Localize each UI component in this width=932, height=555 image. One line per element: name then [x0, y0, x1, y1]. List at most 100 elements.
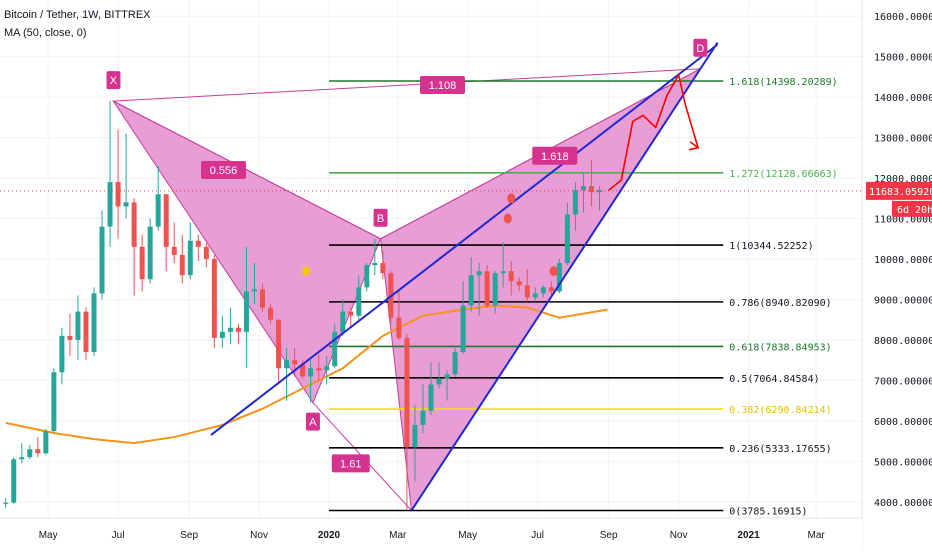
- candle-body: [412, 424, 418, 448]
- candle-body: [308, 368, 314, 377]
- marker-dot: [549, 266, 558, 277]
- time-tick-label: Sep: [600, 530, 618, 541]
- pattern-leg: [113, 100, 381, 240]
- candle-body: [580, 186, 586, 191]
- candle-body: [484, 271, 490, 306]
- fib-level-label: 0.786(8940.82090): [729, 298, 831, 309]
- candle-body: [420, 410, 426, 425]
- candle-body: [356, 287, 362, 316]
- candle-body: [300, 364, 306, 377]
- ratio-label: 0.556: [210, 165, 238, 177]
- candle-body: [588, 186, 594, 193]
- candle-body: [219, 331, 225, 338]
- fib-level-label: 0(3785.16915): [729, 507, 807, 518]
- candle-body: [83, 311, 89, 353]
- candle-body: [436, 378, 442, 385]
- symbol-header: Bitcoin / Tether, 1W, BITTREX: [4, 9, 151, 21]
- candle-body: [59, 335, 65, 373]
- candle-body: [91, 293, 97, 353]
- ma-line: [5, 304, 608, 445]
- last-price-label: 11683.05920: [869, 187, 932, 198]
- candle-body: [155, 194, 161, 227]
- candle-body: [348, 311, 354, 316]
- candle-body: [276, 319, 282, 369]
- candle-body: [147, 226, 153, 280]
- candle-body: [444, 374, 450, 379]
- candle-body: [396, 317, 402, 338]
- candle-body: [380, 263, 386, 274]
- candle-body: [292, 360, 298, 365]
- candle-body: [564, 214, 570, 264]
- price-tick-label: 9000.00000: [874, 295, 932, 306]
- price-tick-label: 14000.00000: [874, 93, 932, 104]
- marker-dot: [302, 266, 311, 277]
- candle-body: [131, 202, 137, 247]
- projection-path: [608, 74, 699, 191]
- time-tick-label: Jul: [112, 530, 125, 541]
- fib-levels: 1.618(14398.20289) 1.272(12128.66663) 1(10…: [328, 77, 838, 518]
- ma-legend: MA (50, close, 0): [4, 27, 87, 39]
- candle-body: [404, 337, 410, 448]
- time-tick-label: May: [39, 530, 58, 541]
- candle-body: [597, 190, 603, 193]
- candle-body: [99, 226, 105, 294]
- pattern-point-badge: [373, 208, 388, 227]
- candle-body: [492, 273, 498, 306]
- time-tick-label: Mar: [389, 530, 407, 541]
- fib-level-label: 1.272(12128.66663): [729, 169, 837, 180]
- candle-body: [532, 293, 538, 298]
- time-tick-label: Nov: [250, 530, 268, 541]
- candle-body: [428, 384, 434, 411]
- candle-body: [540, 287, 546, 294]
- price-tick-label: 11000.00000: [874, 215, 932, 226]
- candle-body: [251, 289, 257, 292]
- candle-body: [316, 368, 322, 371]
- candle-body: [364, 265, 370, 288]
- pattern-point-badge: [106, 71, 121, 90]
- candle-body: [324, 366, 330, 371]
- candle-body: [139, 246, 145, 280]
- trendline: [410, 41, 719, 512]
- time-tick-label: 2020: [318, 530, 341, 541]
- candle-body: [372, 263, 378, 266]
- pattern-triangle-bcd: [380, 68, 701, 512]
- candle-body: [284, 360, 290, 369]
- candle-body: [332, 331, 338, 367]
- price-axis-bg: [862, 0, 932, 550]
- candle-body: [3, 502, 9, 504]
- price-tick-label: 7000.00000: [874, 376, 932, 387]
- ratio-label: 1.618: [541, 151, 569, 163]
- pattern-leg: [113, 68, 701, 102]
- candle-body: [107, 182, 113, 227]
- pattern-point-label: D: [696, 43, 704, 55]
- pattern-point-label: A: [309, 417, 317, 429]
- candle-body: [259, 289, 265, 308]
- time-tick-label: Nov: [670, 530, 688, 541]
- candle-body: [195, 240, 201, 247]
- candle-body: [75, 311, 81, 340]
- candle-body: [163, 194, 169, 247]
- countdown-tag: [892, 200, 932, 217]
- candle-body: [19, 457, 25, 460]
- price-tick-label: 5000.00000: [874, 457, 932, 468]
- candles: [3, 101, 603, 510]
- time-tick-label: May: [458, 530, 477, 541]
- time-tick-label: Sep: [180, 530, 198, 541]
- pattern-point-label: X: [110, 75, 118, 87]
- ratio-label: 1.108: [429, 80, 457, 92]
- time-tick-label: Mar: [808, 530, 826, 541]
- candle-body: [516, 281, 522, 286]
- candle-body: [548, 287, 554, 292]
- pattern-triangle-xab: [112, 99, 382, 404]
- ratio-badge: [331, 454, 370, 473]
- time-tick-label: Jul: [531, 530, 544, 541]
- ratio-label: 1.61: [340, 458, 361, 470]
- price-tick-label: 4000.00000: [874, 498, 932, 509]
- candle-body: [556, 263, 562, 292]
- fib-level-label: 1(10344.52252): [729, 241, 813, 252]
- price-tick-label: 13000.00000: [874, 134, 932, 145]
- markers: [302, 193, 558, 277]
- candle-body: [340, 311, 346, 332]
